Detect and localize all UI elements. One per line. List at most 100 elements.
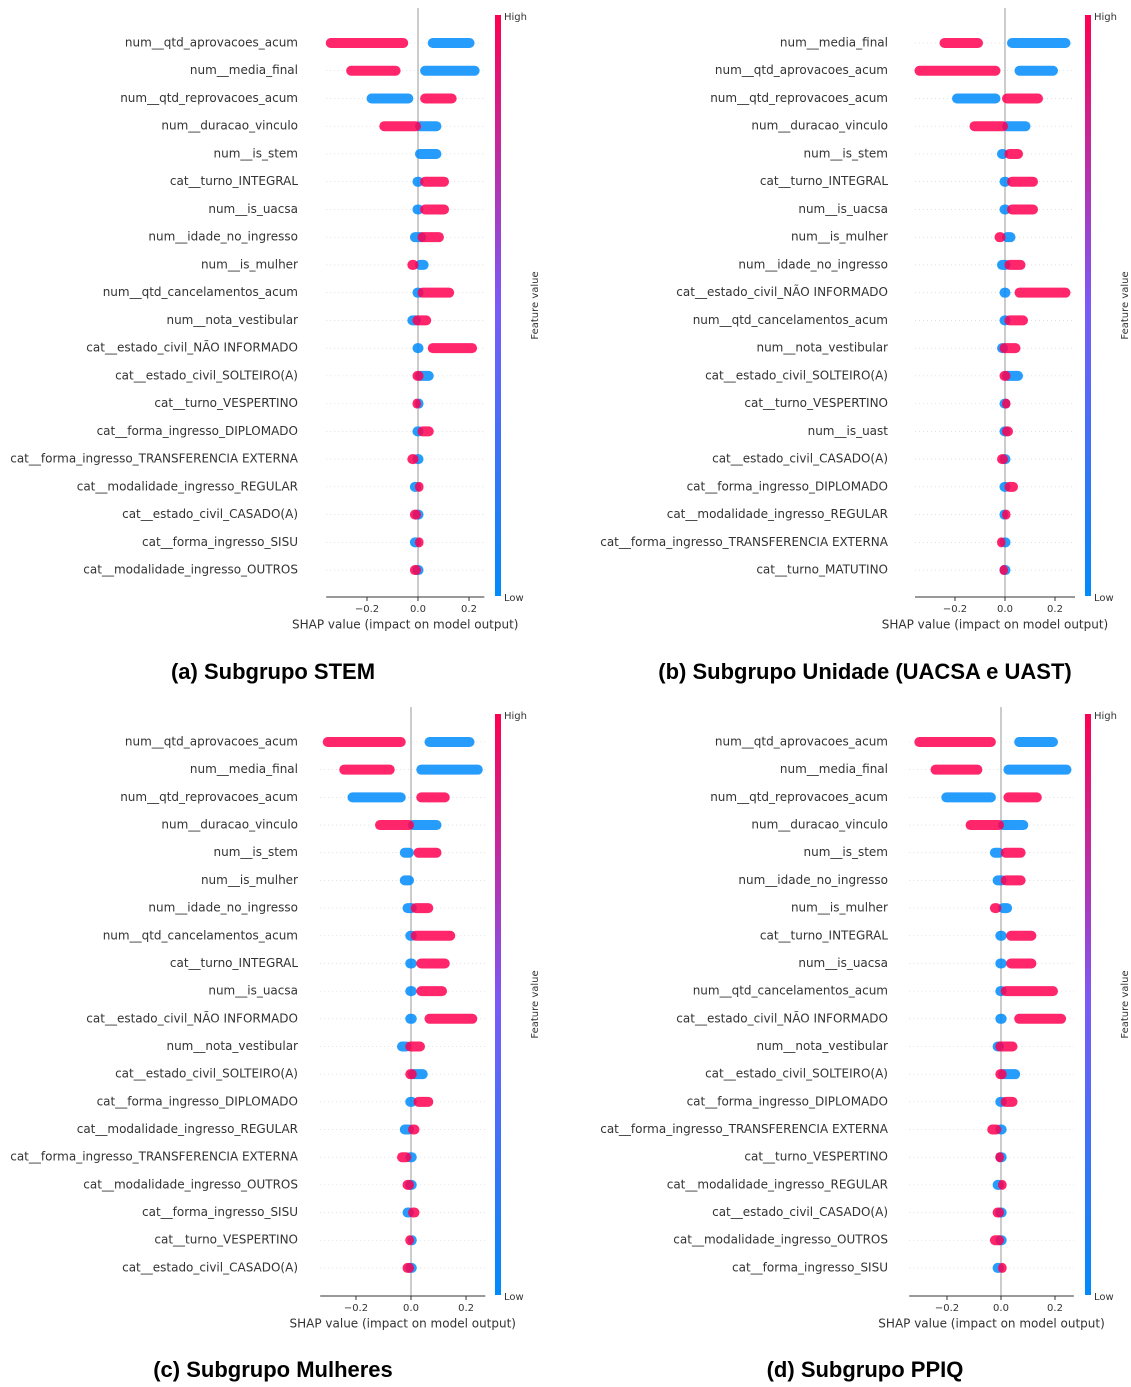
- feature-label: cat__estado_civil_SOLTEIRO(A): [705, 368, 888, 382]
- low-range: [998, 820, 1029, 831]
- high-range: [427, 343, 478, 354]
- high-range: [407, 259, 419, 270]
- feature-label: num__qtd_cancelamentos_acum: [103, 285, 298, 299]
- high-range: [998, 1262, 1007, 1273]
- colorbar-label: Feature value: [1120, 970, 1131, 1038]
- high-range: [995, 1069, 1007, 1080]
- colorbar-high: High: [1094, 711, 1117, 722]
- feature-label: cat__modalidade_ingresso_OUTROS: [83, 1177, 298, 1191]
- high-range: [415, 481, 424, 492]
- high-range: [410, 930, 456, 941]
- feature-label: cat__forma_ingresso_DIPLOMADO: [687, 1094, 888, 1108]
- x-tick-label: −0.2: [935, 1303, 959, 1314]
- low-range: [995, 958, 1007, 969]
- high-range: [417, 232, 444, 243]
- high-range: [992, 1207, 1004, 1218]
- caption: (b) Subgrupo Unidade (UACSA e UAST): [658, 659, 1072, 684]
- low-range: [1002, 121, 1031, 132]
- low-range: [1007, 38, 1071, 48]
- feature-label: cat__modalidade_ingresso_REGULAR: [77, 479, 298, 493]
- high-range: [1006, 958, 1037, 969]
- feature-label: num__duracao_vinculo: [751, 119, 888, 133]
- high-range: [1004, 315, 1028, 326]
- feature-label: num__duracao_vinculo: [751, 818, 888, 832]
- high-range: [914, 737, 996, 747]
- low-range: [412, 343, 424, 354]
- feature-label: num__qtd_aprovacoes_acum: [125, 735, 298, 749]
- caption: (c) Subgrupo Mulheres: [153, 1357, 393, 1382]
- feature-label: cat__forma_ingresso_SISU: [732, 1260, 888, 1274]
- high-range: [965, 820, 1004, 831]
- high-range: [374, 820, 415, 831]
- x-axis-label: SHAP value (impact on model output): [292, 618, 519, 632]
- low-range: [405, 1013, 417, 1024]
- high-range: [402, 1262, 415, 1273]
- high-range: [402, 1179, 415, 1190]
- low-range: [1003, 764, 1072, 775]
- high-range: [1000, 875, 1026, 886]
- high-range: [1000, 986, 1058, 997]
- feature-label: cat__turno_MATUTINO: [756, 563, 888, 577]
- high-range: [997, 537, 1006, 548]
- panel: num__qtd_aprovacoes_acum num__media_final…: [10, 707, 541, 1382]
- feature-label: num__is_uacsa: [798, 956, 888, 970]
- feature-label: num__media_final: [780, 36, 888, 50]
- high-range: [1003, 792, 1042, 803]
- feature-label: num__is_mulher: [791, 901, 888, 915]
- feature-label: num__qtd_reprovacoes_acum: [710, 790, 888, 804]
- colorbar-low: Low: [504, 1292, 524, 1303]
- high-range: [409, 509, 421, 520]
- high-range: [1002, 426, 1013, 437]
- feature-label: cat__turno_VESPERTINO: [154, 396, 298, 410]
- high-range: [989, 903, 1002, 914]
- low-range: [995, 930, 1007, 941]
- high-range: [396, 1152, 412, 1163]
- feature-label: num__qtd_reprovacoes_acum: [710, 91, 888, 105]
- high-range: [999, 343, 1021, 354]
- feature-label: cat__modalidade_ingresso_REGULAR: [77, 1122, 298, 1136]
- low-range: [998, 903, 1013, 914]
- high-range: [410, 903, 434, 914]
- x-tick-label: 0.2: [461, 604, 477, 615]
- x-tick-label: 0.0: [403, 1303, 419, 1314]
- high-range: [999, 565, 1008, 576]
- feature-label: cat__estado_civil_NÃO INFORMADO: [86, 1010, 298, 1025]
- colorbar-label: Feature value: [530, 271, 541, 339]
- x-tick-label: −0.2: [355, 604, 379, 615]
- colorbar-high: High: [504, 711, 527, 722]
- feature-label: num__is_mulher: [201, 257, 298, 271]
- caption: (a) Subgrupo STEM: [171, 659, 375, 684]
- high-range: [987, 1124, 1002, 1135]
- high-range: [405, 1069, 417, 1080]
- colorbar-label: Feature value: [530, 970, 541, 1038]
- high-range: [994, 232, 1006, 243]
- feature-label: cat__modalidade_ingresso_REGULAR: [667, 1177, 888, 1191]
- x-axis-label: SHAP value (impact on model output): [878, 1317, 1105, 1331]
- feature-label: num__qtd_aprovacoes_acum: [715, 735, 888, 749]
- feature-label: num__is_stem: [213, 845, 298, 859]
- low-range: [405, 1096, 417, 1107]
- feature-label: cat__turno_INTEGRAL: [760, 174, 888, 188]
- high-range: [415, 537, 424, 548]
- feature-label: num__idade_no_ingresso: [148, 901, 298, 915]
- feature-label: cat__modalidade_ingresso_REGULAR: [667, 507, 888, 521]
- high-range: [412, 398, 421, 409]
- high-range: [405, 1235, 415, 1246]
- x-axis-label: SHAP value (impact on model output): [290, 1317, 517, 1331]
- high-range: [420, 204, 450, 215]
- high-range: [407, 454, 419, 465]
- low-range: [1014, 737, 1058, 747]
- caption: (d) Subgrupo PPIQ: [767, 1357, 964, 1382]
- feature-label: cat__estado_civil_CASADO(A): [122, 1260, 298, 1274]
- feature-label: num__is_uast: [808, 424, 889, 438]
- feature-label: cat__forma_ingresso_DIPLOMADO: [687, 479, 888, 493]
- feature-label: num__media_final: [780, 762, 888, 776]
- low-range: [995, 1013, 1007, 1024]
- feature-label: num__is_stem: [803, 146, 888, 160]
- x-tick-label: 0.0: [997, 604, 1013, 615]
- low-range: [952, 93, 1001, 104]
- colorbar: [1085, 15, 1091, 596]
- colorbar-label: Feature value: [1120, 271, 1131, 339]
- colorbar: [495, 714, 501, 1295]
- high-range: [413, 1096, 434, 1107]
